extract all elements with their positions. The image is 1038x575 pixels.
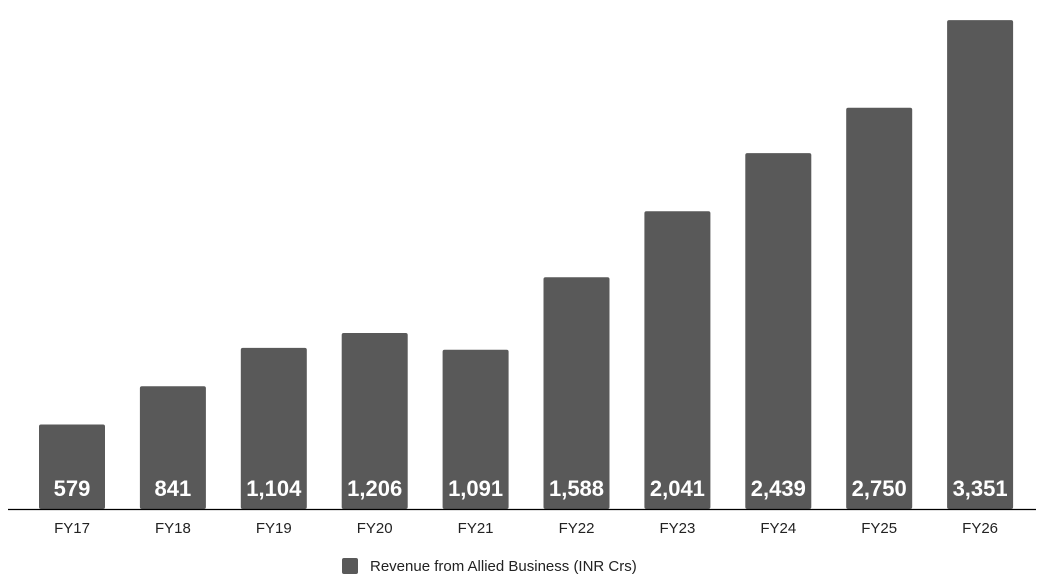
x-tick-label-fy24: FY24 bbox=[760, 520, 796, 537]
bar-fy26 bbox=[947, 20, 1014, 509]
bar-fy22 bbox=[543, 277, 610, 509]
bar-fy24 bbox=[745, 153, 812, 509]
data-label-fy21: 1,091 bbox=[448, 476, 503, 501]
x-tick-label-fy18: FY18 bbox=[155, 520, 191, 537]
x-tick-label-fy23: FY23 bbox=[659, 520, 695, 537]
x-tick-labels-layer: FY17 FY18 FY19 FY20 FY21 FY22 FY23 FY24 FY25 FY26 bbox=[54, 520, 998, 537]
data-label-fy20: 1,206 bbox=[347, 476, 402, 501]
x-tick-label-fy22: FY22 bbox=[559, 520, 595, 537]
data-label-fy18: 841 bbox=[155, 476, 192, 501]
data-label-fy24: 2,439 bbox=[751, 476, 806, 501]
data-label-fy22: 1,588 bbox=[549, 476, 604, 501]
x-tick-label-fy19: FY19 bbox=[256, 520, 292, 537]
x-tick-label-fy26: FY26 bbox=[962, 520, 998, 537]
data-labels-layer: 579 841 1,104 1,206 1,091 1,588 2,041 2,439 2,75… bbox=[54, 476, 1008, 501]
x-tick-label-fy17: FY17 bbox=[54, 520, 90, 537]
data-label-fy26: 3,351 bbox=[953, 476, 1008, 501]
bars-layer bbox=[39, 20, 1014, 510]
legend-label: Revenue from Allied Business (INR Crs) bbox=[370, 558, 637, 575]
x-tick-label-fy20: FY20 bbox=[357, 520, 393, 537]
data-label-fy23: 2,041 bbox=[650, 476, 705, 501]
bar-fy21 bbox=[442, 349, 509, 509]
bar-fy17 bbox=[39, 424, 105, 509]
x-tick-label-fy25: FY25 bbox=[861, 520, 897, 537]
x-tick-label-fy21: FY21 bbox=[458, 520, 494, 537]
legend-swatch bbox=[342, 558, 358, 574]
bar-fy25 bbox=[846, 107, 913, 510]
bar-fy23 bbox=[644, 211, 711, 509]
data-label-fy19: 1,104 bbox=[246, 476, 302, 501]
bar-fy18 bbox=[139, 386, 206, 509]
bar-fy20 bbox=[341, 333, 408, 509]
data-label-fy25: 2,750 bbox=[852, 476, 907, 501]
bar-fy19 bbox=[240, 347, 307, 509]
legend: Revenue from Allied Business (INR Crs) bbox=[342, 558, 637, 575]
data-label-fy17: 579 bbox=[54, 476, 91, 501]
